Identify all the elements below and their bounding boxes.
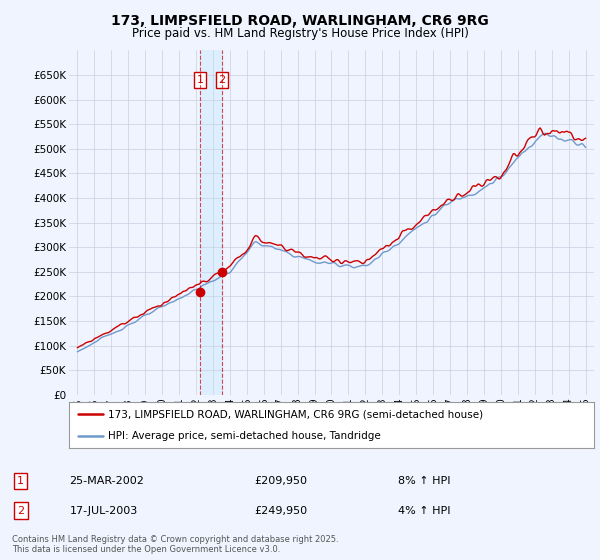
Text: 173, LIMPSFIELD ROAD, WARLINGHAM, CR6 9RG: 173, LIMPSFIELD ROAD, WARLINGHAM, CR6 9R… <box>111 14 489 28</box>
Text: 4% ↑ HPI: 4% ↑ HPI <box>398 506 451 516</box>
Text: 1: 1 <box>196 75 203 85</box>
Text: 17-JUL-2003: 17-JUL-2003 <box>70 506 138 516</box>
Text: 2: 2 <box>17 506 24 516</box>
Text: Price paid vs. HM Land Registry's House Price Index (HPI): Price paid vs. HM Land Registry's House … <box>131 27 469 40</box>
Text: £249,950: £249,950 <box>254 506 307 516</box>
Text: 1: 1 <box>17 476 24 486</box>
Text: 8% ↑ HPI: 8% ↑ HPI <box>398 476 451 486</box>
Text: 173, LIMPSFIELD ROAD, WARLINGHAM, CR6 9RG (semi-detached house): 173, LIMPSFIELD ROAD, WARLINGHAM, CR6 9R… <box>109 409 484 419</box>
Text: 25-MAR-2002: 25-MAR-2002 <box>70 476 145 486</box>
Text: Contains HM Land Registry data © Crown copyright and database right 2025.
This d: Contains HM Land Registry data © Crown c… <box>12 535 338 554</box>
Text: 2: 2 <box>218 75 226 85</box>
Bar <box>200 50 222 395</box>
Text: HPI: Average price, semi-detached house, Tandridge: HPI: Average price, semi-detached house,… <box>109 431 381 441</box>
Text: £209,950: £209,950 <box>254 476 307 486</box>
